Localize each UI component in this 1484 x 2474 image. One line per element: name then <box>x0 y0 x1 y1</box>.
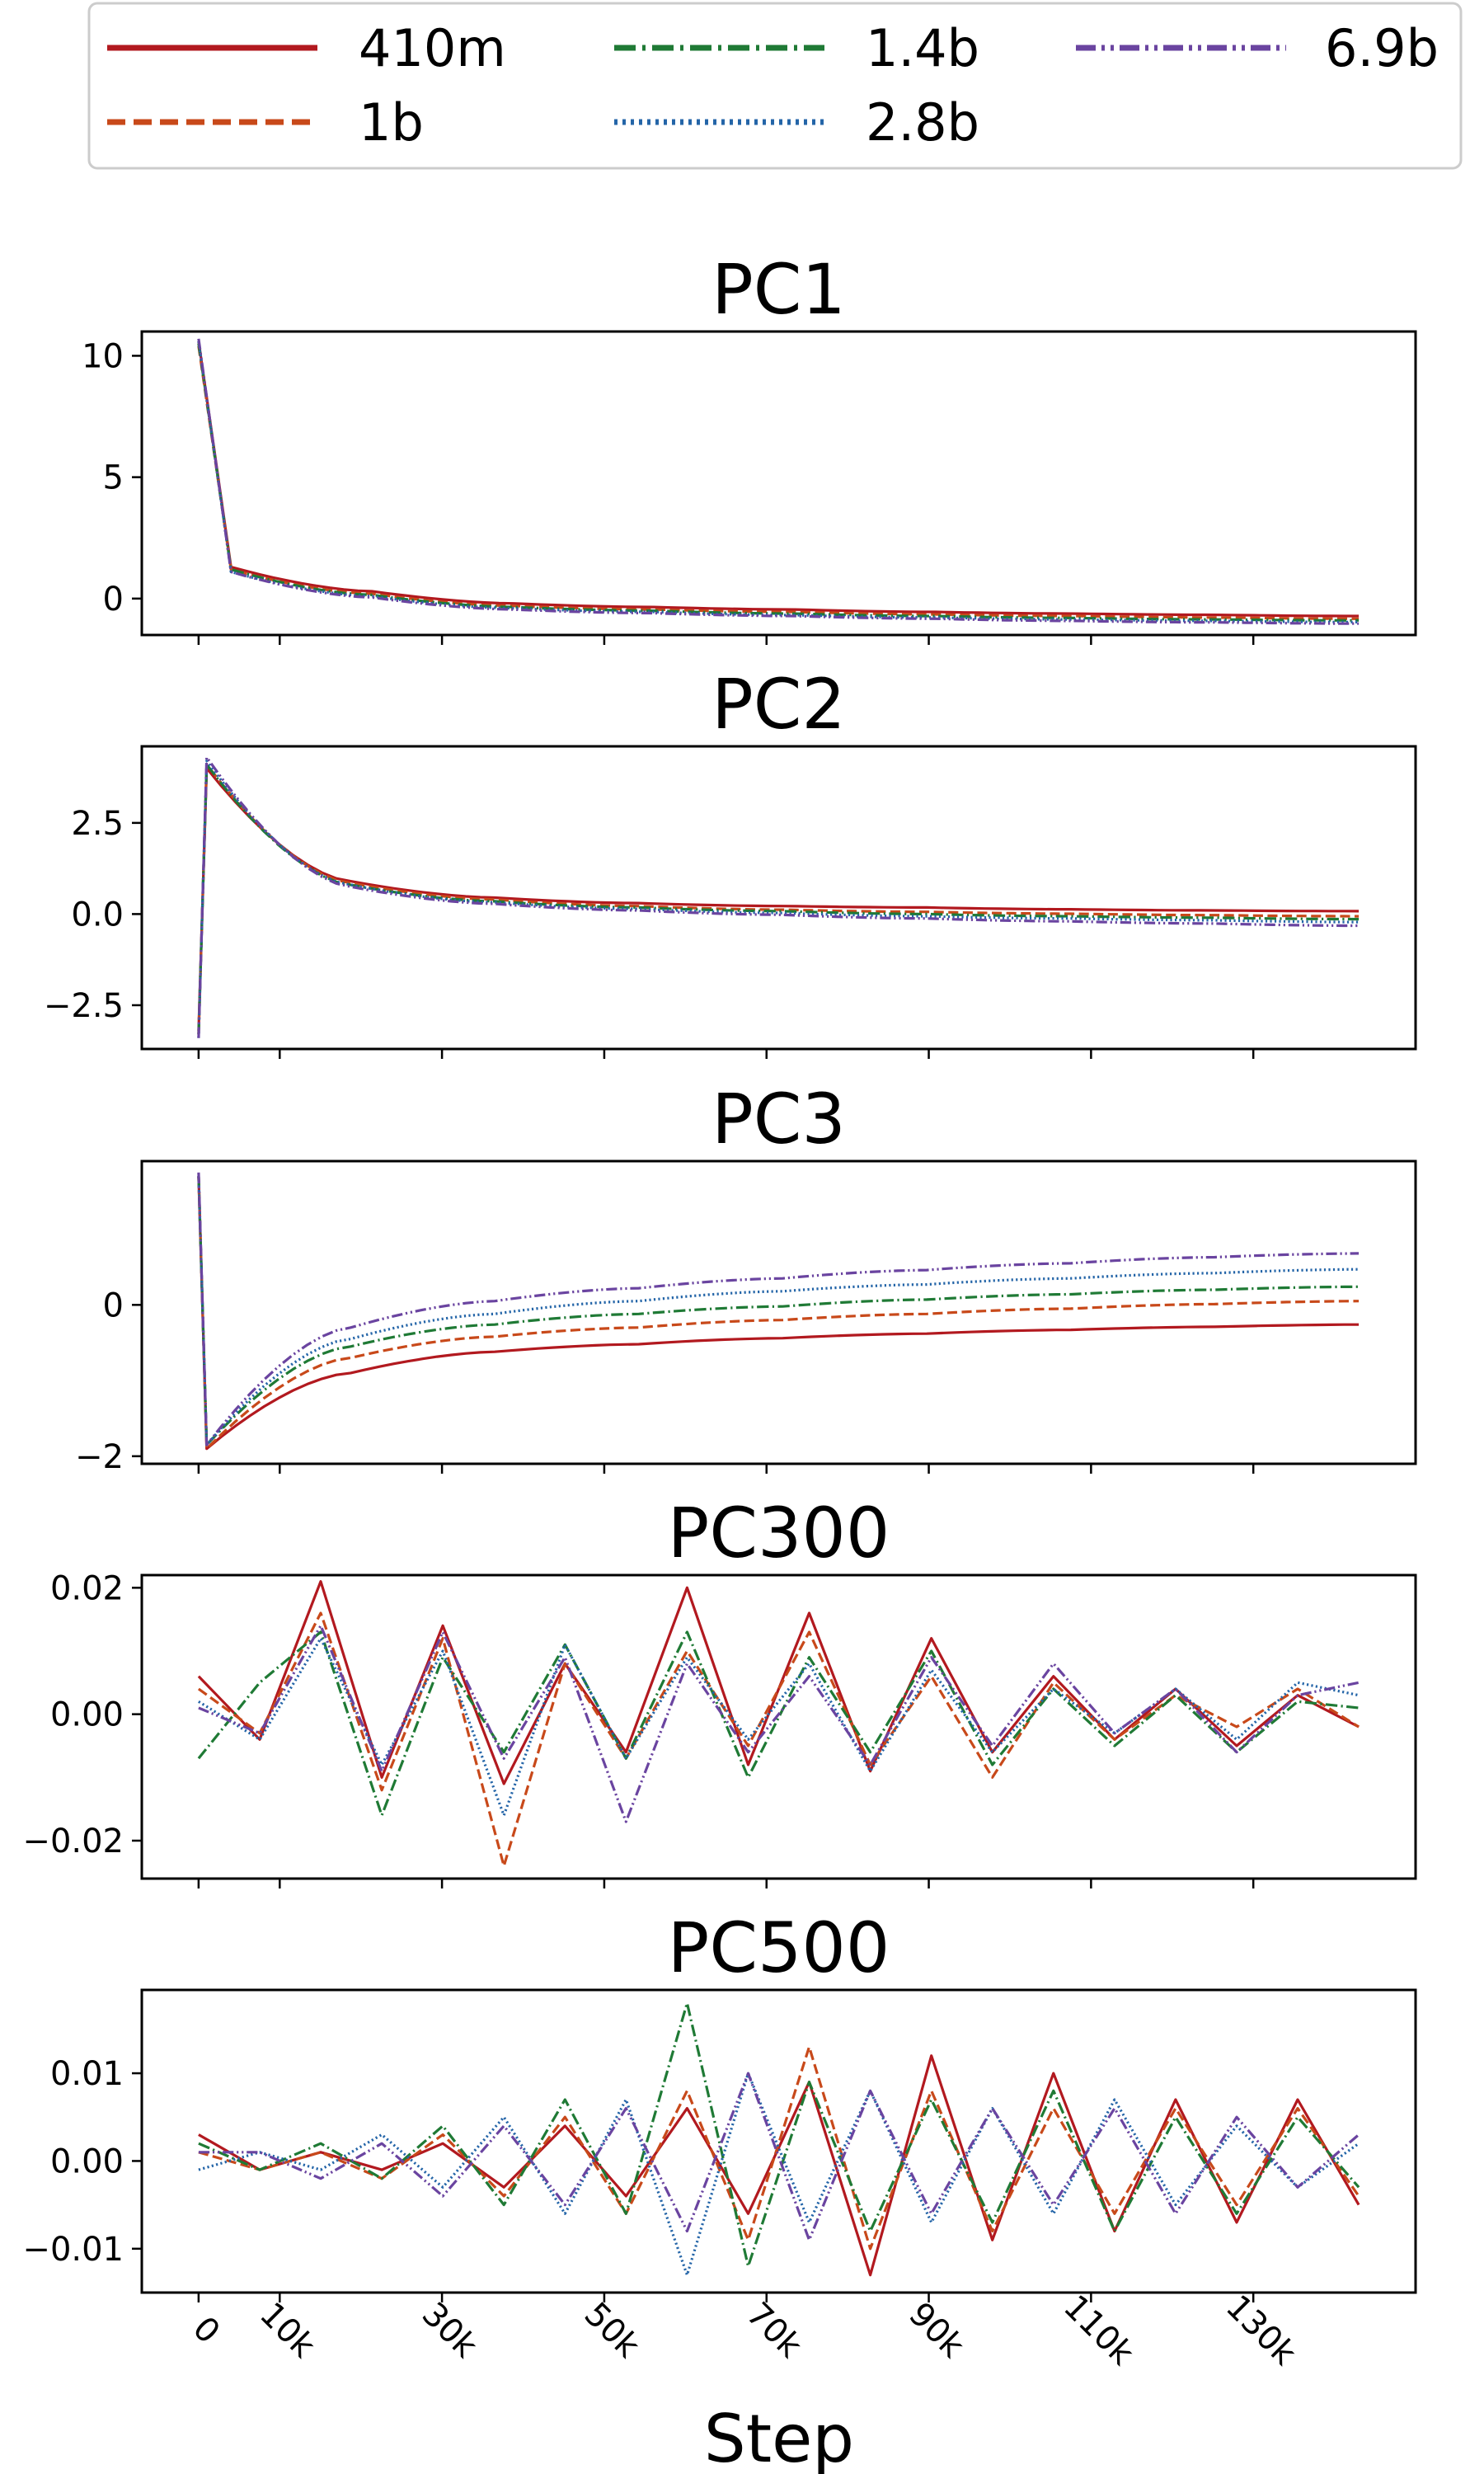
plot-area-frame <box>140 1159 1417 1465</box>
panel-title-PC3: PC3 <box>711 1079 846 1159</box>
legend-label-1.4b: 1.4b <box>866 18 979 78</box>
x-axis-label: Step <box>704 2401 854 2474</box>
series-group <box>198 2001 1360 2277</box>
plot-area-frame <box>140 745 1417 1051</box>
legend-label-2.8b: 2.8b <box>866 92 979 153</box>
series-group <box>197 755 1360 1038</box>
series-line-6.9b <box>197 338 1360 625</box>
y-tick-label: 0.02 <box>50 1569 124 1607</box>
y-tick-label: 0 <box>103 581 124 618</box>
legend-label-6.9b: 6.9b <box>1325 18 1439 78</box>
panel-PC500: PC500 0.01 0.00 −0.01 <box>22 1907 1417 2302</box>
series-line-410m <box>198 2054 1360 2277</box>
legend-items: 410m 1b 1.4b 2.8b 6.9b <box>107 18 1439 153</box>
series-line-410m <box>197 341 1360 618</box>
series-line-1.4b <box>197 1630 1360 1817</box>
series-line-6.9b <box>197 755 1360 1038</box>
legend-label-410m: 410m <box>359 18 506 78</box>
y-tick-label: −2 <box>75 1438 124 1476</box>
y-tick-label: 5 <box>103 459 124 497</box>
series-line-1.4b <box>198 2001 1360 2268</box>
y-tick-label: −0.01 <box>22 2231 124 2269</box>
panel-PC1: PC1 10 5 0 <box>82 249 1417 645</box>
series-line-6.9b <box>198 2072 1360 2241</box>
series-group <box>197 1580 1360 1868</box>
y-tick-label: −2.5 <box>44 987 124 1025</box>
panel-PC3: PC3 0 −2 <box>75 1079 1417 1476</box>
series-line-1.4b <box>197 1176 1360 1446</box>
series-line-6.9b <box>198 1624 1360 1823</box>
panel-title-PC2: PC2 <box>711 664 846 745</box>
series-line-410m <box>197 1176 1360 1451</box>
y-tick-label: 0.0 <box>71 896 124 934</box>
series-group <box>197 338 1360 625</box>
panel-title-PC1: PC1 <box>711 249 846 330</box>
y-tick-label: 0.01 <box>50 2055 124 2093</box>
series-line-1.4b <box>197 343 1360 622</box>
y-tick-label: 0 <box>103 1286 124 1324</box>
series-line-410m <box>197 766 1360 1031</box>
plot-area-frame <box>140 1988 1417 2294</box>
y-tick-label: 2.5 <box>71 805 124 843</box>
series-line-1b <box>197 346 1360 620</box>
legend-label-1b: 1b <box>359 92 424 153</box>
series-line-6.9b <box>197 1172 1360 1446</box>
panel-PC300: PC300 0.02 0.00 −0.02 <box>22 1493 1417 1888</box>
panel-title-PC300: PC300 <box>668 1493 890 1573</box>
panel-PC2: PC2 2.5 0.0 −2.5 <box>44 664 1417 1059</box>
series-line-1b <box>197 1176 1360 1451</box>
series-line-2.8b <box>197 760 1360 1038</box>
y-tick-label: −0.02 <box>22 1823 124 1860</box>
panel-title-PC500: PC500 <box>668 1907 890 1988</box>
legend-frame <box>87 2 1463 170</box>
plot-area-frame <box>140 1573 1417 1880</box>
legend: 410m 1b 1.4b 2.8b 6.9b <box>87 2 1463 170</box>
chart-panels: PC1 10 5 0 PC2 2.5 0.0 −2.5 PC3 0 −2 PC300 0.02 0.00 −… <box>22 249 1417 2302</box>
y-tick-label: 10 <box>82 337 124 375</box>
series-group <box>197 1172 1360 1451</box>
y-tick-label: 0.00 <box>50 1696 124 1734</box>
series-line-2.8b <box>197 1176 1360 1446</box>
plot-area-frame <box>140 330 1417 637</box>
series-line-1b <box>197 1611 1360 1868</box>
series-line-1b <box>197 763 1360 1035</box>
y-tick-label: 0.00 <box>50 2142 124 2180</box>
